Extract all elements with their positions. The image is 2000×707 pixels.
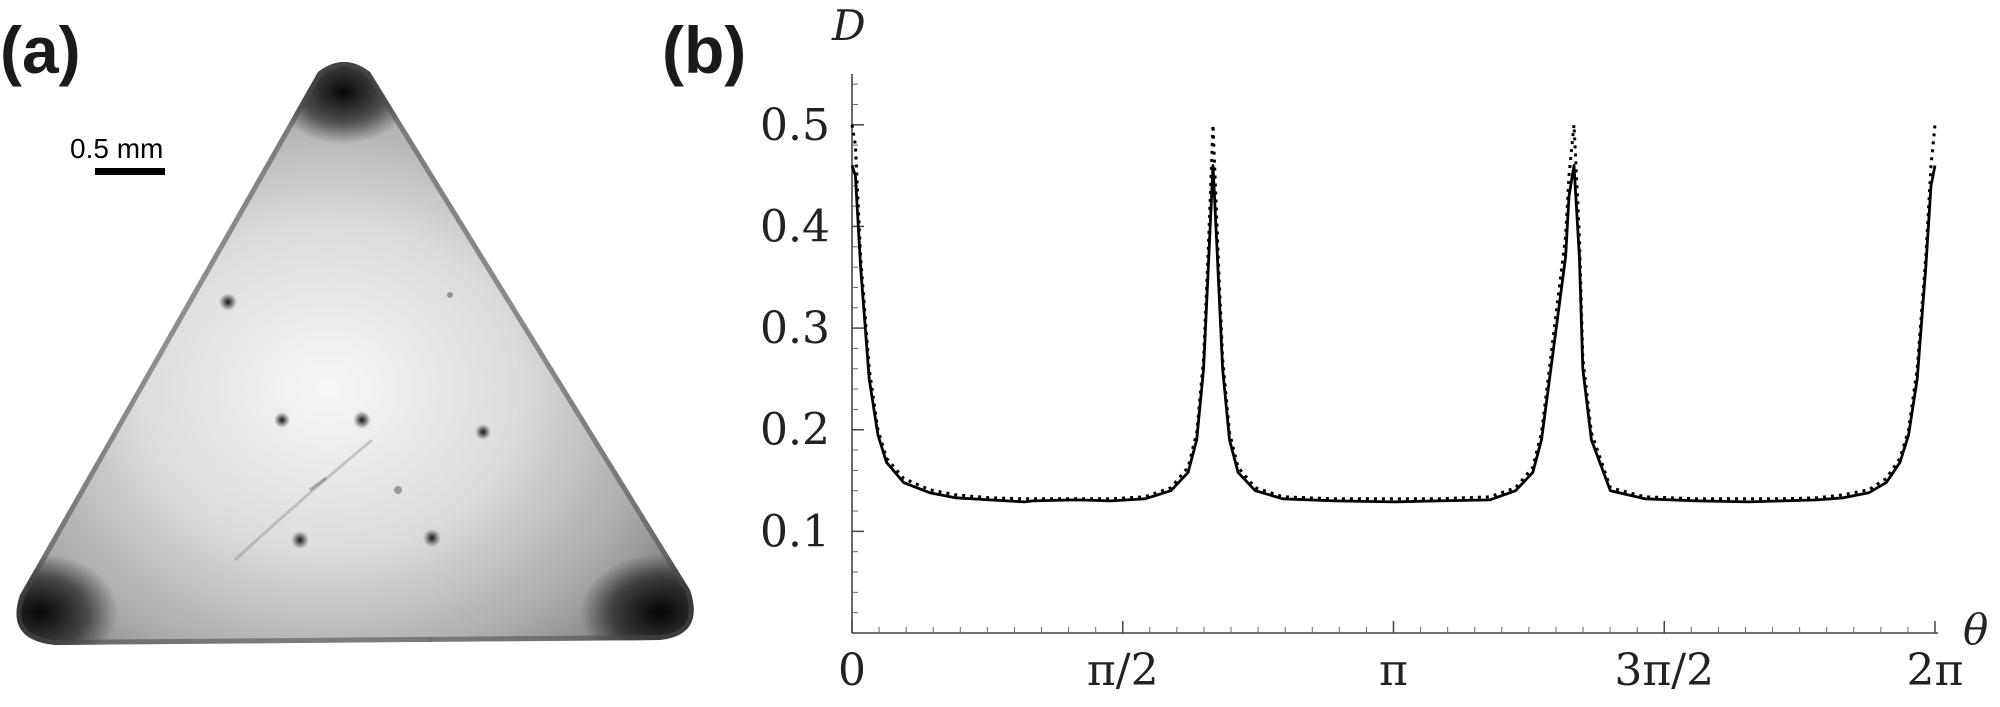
series-solid-line	[850, 164, 1937, 504]
y-tick-label: 0.4	[760, 201, 830, 252]
defect-spot	[475, 424, 491, 440]
x-tick-label: π/2	[1087, 645, 1159, 696]
y-tick-label: 0.2	[760, 405, 830, 456]
defect-spot	[423, 529, 441, 547]
y-tick-label: 0.1	[760, 506, 830, 557]
panel-a-label: (a)	[0, 13, 81, 87]
defect-spot	[353, 411, 371, 429]
series-layer	[850, 123, 1937, 504]
series-dotted-line	[850, 123, 1937, 501]
x-tick-label: 0	[838, 645, 866, 696]
y-axis-label: D	[831, 1, 866, 50]
chart-d-vs-theta: 0 π/2 π 3π/2 2π 0.1 0.2 0.3 0.4 0.5 D θ	[760, 1, 1988, 696]
defect-spot	[291, 531, 309, 549]
x-ticks: 0 π/2 π 3π/2 2π	[838, 621, 1963, 696]
panel-b-label: (b)	[662, 13, 746, 87]
x-tick-label: π	[1379, 645, 1408, 696]
panel-a: (a) 0.5 mm	[0, 13, 694, 645]
minor-ticks	[852, 83, 1909, 633]
panel-b: (b) 0 π/2 π 3π/2 2π 0.1 0.2 0.3 0.4 0.5 D θ	[662, 1, 1988, 696]
scale-bar-label: 0.5 mm	[70, 133, 163, 164]
scale-bar: 0.5 mm	[70, 133, 165, 175]
x-axis-label: θ	[1963, 605, 1988, 654]
y-ticks: 0.1 0.2 0.3 0.4 0.5	[760, 100, 864, 557]
x-tick-label: 2π	[1907, 645, 1964, 696]
scale-bar-line	[95, 168, 165, 175]
defect-spot	[274, 412, 290, 428]
y-tick-label: 0.5	[760, 100, 830, 151]
x-tick-label: 3π/2	[1614, 645, 1714, 696]
y-tick-label: 0.3	[760, 303, 830, 354]
defect-spot	[219, 293, 237, 311]
